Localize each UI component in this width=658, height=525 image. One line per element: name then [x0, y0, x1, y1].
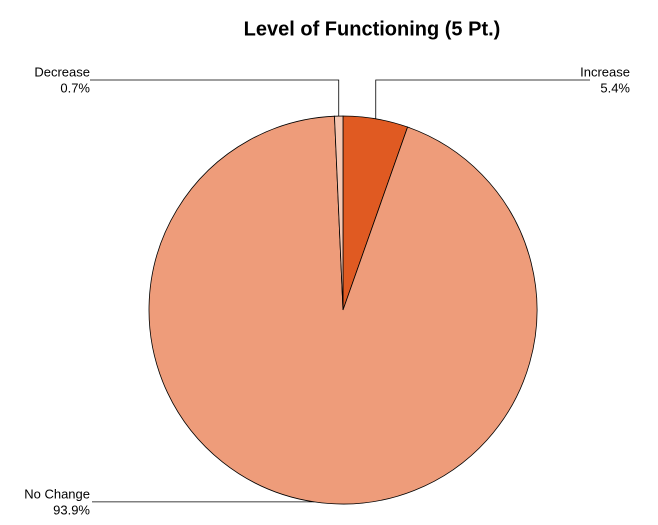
leader-line: [90, 79, 340, 117]
slice-label: Increase: [580, 64, 630, 79]
slice-label: Decrease: [34, 64, 90, 79]
slice-value-label: 93.9%: [53, 502, 90, 517]
pie-slice: [148, 115, 538, 505]
slice-value-label: 0.7%: [60, 80, 90, 95]
chart-title: Level of Functioning (5 Pt.): [244, 18, 501, 40]
slice-value-label: 5.4%: [600, 80, 630, 95]
slice-label: No Change: [24, 486, 90, 501]
leader-line: [375, 79, 590, 119]
pie-slice: [334, 115, 344, 311]
